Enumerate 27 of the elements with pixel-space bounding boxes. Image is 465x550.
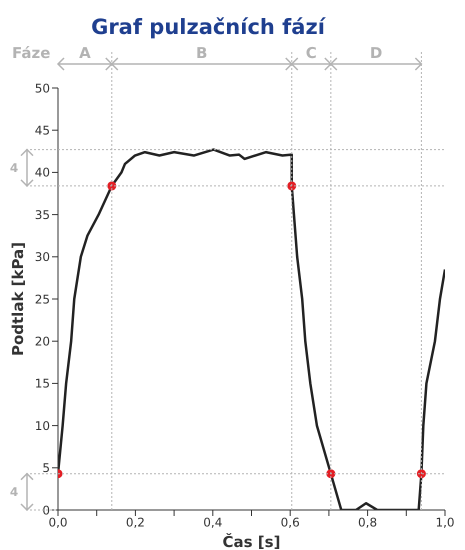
x-tick-label: 0,0 <box>48 516 68 530</box>
y-tick-label: 0 <box>42 503 50 518</box>
y-tick-label: 40 <box>34 166 50 180</box>
y-tick-label: 45 <box>34 123 50 138</box>
chart-title: Graf pulzačních fází <box>91 15 327 39</box>
x-tick-label: 0,4 <box>203 516 222 530</box>
y-tick-label: 5 <box>42 461 50 476</box>
y-tick-label: 30 <box>34 250 50 264</box>
text: 4 <box>10 160 18 175</box>
x-tick-label: 0,2 <box>126 516 145 530</box>
text: A <box>79 44 92 62</box>
y-tick-label: 20 <box>34 334 50 348</box>
text: 4 <box>10 484 18 499</box>
text: B <box>196 44 208 62</box>
x-axis-title: Čas [s] <box>222 533 280 550</box>
y-tick-label: 15 <box>34 376 50 391</box>
text: Fáze <box>12 44 50 62</box>
y-tick-label: 25 <box>34 292 50 306</box>
y-tick-label: 35 <box>34 208 50 222</box>
x-tick-label: 0,6 <box>280 516 300 530</box>
y-tick-label: 10 <box>34 418 50 433</box>
text: C <box>306 44 317 62</box>
text: D <box>370 44 382 62</box>
y-axis-title: Podtlak [kPa] <box>9 242 27 356</box>
y-tick-label: 50 <box>34 81 50 96</box>
x-tick-label: 0,8 <box>358 516 378 530</box>
x-tick-label: 1,0 <box>435 516 455 530</box>
